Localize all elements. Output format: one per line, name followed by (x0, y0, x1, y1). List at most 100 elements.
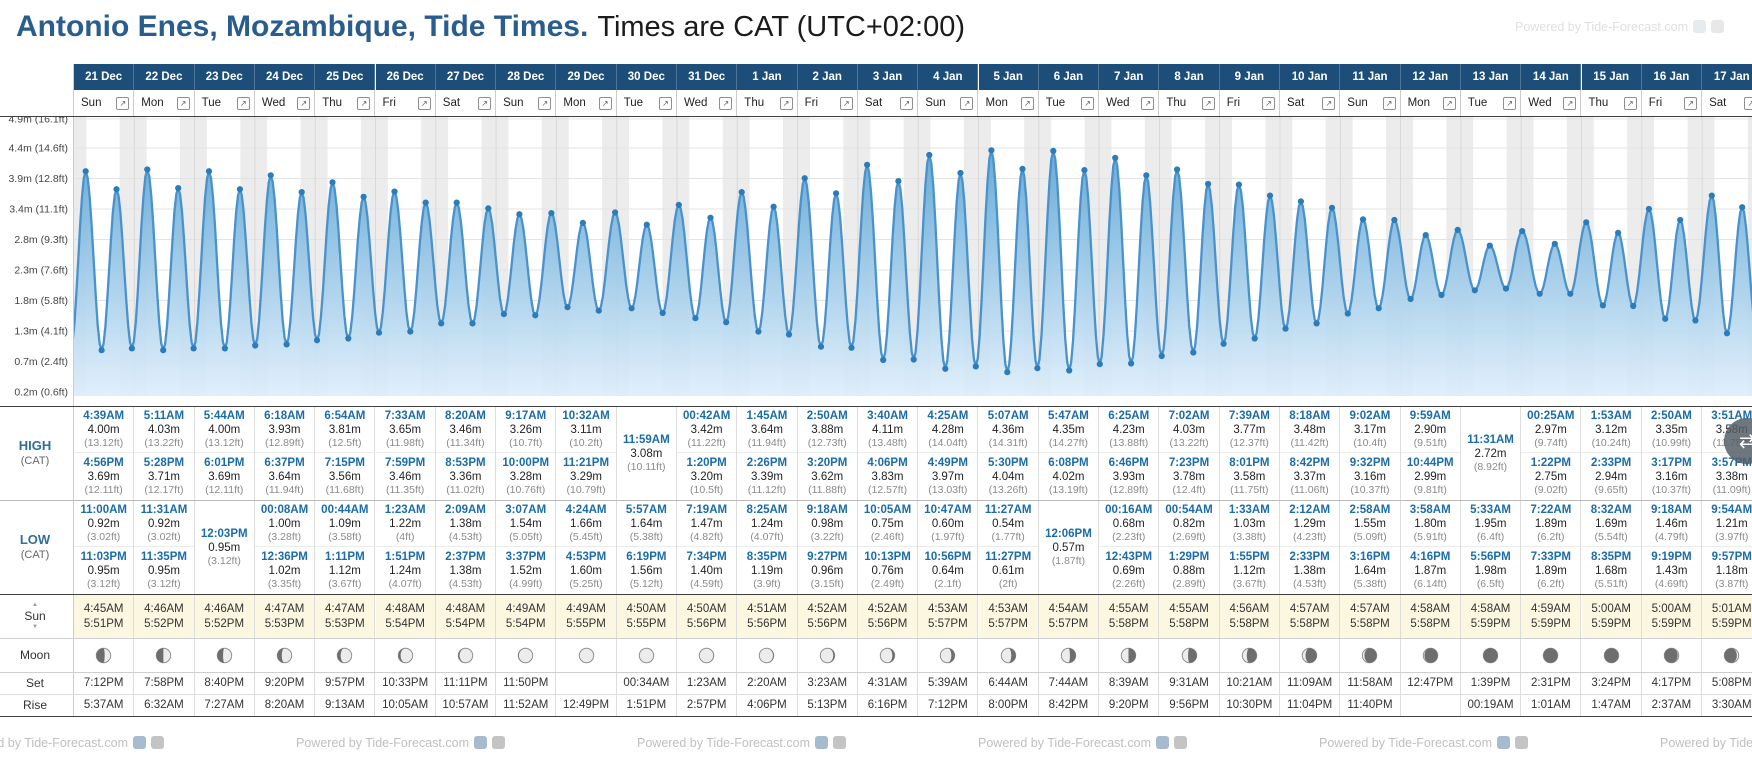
high-row-label: HIGH (CAT) (0, 406, 70, 500)
low-height-m: 0.54m (992, 517, 1025, 530)
sunrise-time: 5:00AM (1651, 602, 1692, 615)
high-time: 6:25AM (1108, 409, 1150, 422)
expand-icon[interactable]: ↗ (1684, 96, 1698, 110)
expand-icon[interactable]: ↗ (839, 96, 853, 110)
high-height-ft: (11.94ft) (265, 484, 304, 496)
low-tide-cell: 9:18AM 0.98m (3.22ft) (797, 500, 857, 547)
high-height-ft: (13.19ft) (1048, 484, 1088, 496)
moon-cell (1099, 638, 1160, 672)
expand-icon[interactable]: ↗ (478, 96, 492, 110)
sunset-time: 5:53PM (325, 617, 365, 630)
high-tide-block: 5:47AM 4.35m (14.27ft) 6:08PM 4.02m (13.19ft) (1038, 406, 1100, 500)
chart-day-band (979, 116, 1039, 406)
moon-phase-icon (95, 647, 112, 663)
sun-times-cell: 4:58AM 5:59PM (1460, 594, 1522, 638)
expand-icon[interactable]: ↗ (719, 96, 733, 110)
expand-icon[interactable]: ↗ (1623, 96, 1637, 110)
expand-icon[interactable]: ↗ (417, 96, 431, 110)
low-tide-cell: 1:55PM 1.12m (3.67ft) (1220, 547, 1279, 594)
watermark-badge-icon (833, 736, 846, 749)
moonset-cell: 5:08PM (1702, 672, 1752, 694)
high-time: 5:28PM (143, 457, 185, 469)
moonrise-cell: 12:49PM (556, 694, 617, 716)
dow-cell: Mon ↗ (1400, 90, 1461, 116)
high-time: 7:02AM (1168, 409, 1210, 422)
expand-icon[interactable]: ↗ (236, 96, 250, 110)
expand-icon[interactable]: ↗ (1744, 96, 1752, 110)
day-column: 4 Jan Sun ↗ 4:25AM 4.28m (14.04ft) 4:49PM 3.97m… (918, 64, 979, 716)
day-column: 23 Dec Tue ↗ 5:44AM 4.00m (13.12ft) 6:01PM 3.69… (194, 64, 255, 716)
watermark-text: Powered by Tide-Forecast.com (978, 736, 1151, 750)
low-time: 12:43PM (1105, 551, 1153, 563)
moon-cell (677, 638, 738, 672)
expand-icon[interactable]: ↗ (1020, 96, 1034, 110)
low-height-ft: (3.15ft) (810, 578, 844, 590)
expand-icon[interactable]: ↗ (1503, 96, 1517, 110)
expand-icon[interactable]: ↗ (1442, 96, 1456, 110)
low-tide-cell: 1:51PM 1.24m (4.07ft) (376, 547, 435, 594)
expand-icon[interactable]: ↗ (960, 96, 974, 110)
sunrise-time: 5:01AM (1711, 602, 1752, 615)
sunset-time: 5:51PM (83, 617, 124, 630)
expand-icon[interactable]: ↗ (1081, 96, 1095, 110)
expand-icon[interactable]: ↗ (538, 96, 552, 110)
expand-icon[interactable]: ↗ (1322, 96, 1336, 110)
expand-icon[interactable]: ↗ (297, 96, 311, 110)
moon-cell (1702, 638, 1752, 672)
high-height-ft: (14.04ft) (928, 436, 968, 449)
low-tide-block: 00:08AM 1.00m (3.28ft) 12:36PM 1.02m (3.35ft) (254, 500, 316, 594)
expand-icon[interactable]: ↗ (1382, 96, 1396, 110)
low-tide-block: 1:33AM 1.03m (3.38ft) 1:55PM 1.12m (3.67ft) (1219, 500, 1280, 594)
low-height-m: 0.95m (147, 565, 180, 577)
expand-icon[interactable]: ↗ (1201, 96, 1215, 110)
expand-icon[interactable]: ↗ (598, 96, 612, 110)
moon-cell (1280, 638, 1341, 672)
date-label: 27 Dec (435, 64, 497, 90)
high-height-ft: (10.2ft) (569, 436, 603, 449)
low-tide-cell: 9:18AM 1.46m (4.79ft) (1641, 500, 1702, 547)
low-height-ft: (2.69ft) (1172, 530, 1206, 543)
high-tide-cell: 5:47AM 4.35m (14.27ft) (1038, 406, 1099, 453)
high-tide-block: 8:20AM 3.46m (11.34ft) 8:53PM 3.36m (11.02ft) (435, 406, 497, 500)
low-height-m: 1.55m (1353, 517, 1386, 530)
moon-cell (797, 638, 858, 672)
watermark-badge-icon (1711, 20, 1724, 33)
sunrise-time: 4:46AM (204, 602, 245, 615)
watermark-badge-icon (492, 736, 505, 749)
low-time: 00:16AM (1105, 503, 1153, 516)
high-tide-cell: 6:01PM 3.69m (12.11ft) (195, 453, 254, 500)
divider-bottom (0, 716, 1752, 717)
low-height-m: 1.38m (449, 565, 482, 577)
low-time: 11:31AM (140, 503, 188, 516)
low-time: 1:11PM (325, 551, 365, 563)
sun-times-cell: 4:50AM 5:56PM (677, 594, 738, 638)
expand-icon[interactable]: ↗ (658, 96, 672, 110)
expand-icon[interactable]: ↗ (900, 96, 914, 110)
low-height-ft: (3.12ft) (207, 554, 241, 567)
sun-times-cell: 4:49AM 5:55PM (556, 594, 617, 638)
expand-icon[interactable]: ↗ (357, 96, 371, 110)
chart-day-band (1521, 116, 1581, 406)
sunrise-time: 4:57AM (1350, 602, 1390, 615)
low-tide-cell: 9:19PM 1.43m (4.69ft) (1642, 547, 1701, 594)
dow-cell: Wed ↗ (254, 90, 316, 116)
dow-label: Mon (563, 97, 586, 109)
high-tide-block: 7:02AM 4.03m (13.22ft) 7:23PM 3.78m (12.4ft) (1159, 406, 1220, 500)
high-height-ft: (14.27ft) (1048, 436, 1088, 449)
moonrise-row-label: Rise (22, 698, 47, 712)
high-height-ft: (10.11ft) (627, 460, 666, 473)
expand-icon[interactable]: ↗ (1563, 96, 1577, 110)
chart-day-band (858, 116, 918, 406)
low-tide-cell: 4:16PM 1.87m (6.14ft) (1401, 547, 1460, 594)
date-label: 29 Dec (556, 64, 617, 90)
expand-icon[interactable]: ↗ (779, 96, 793, 110)
low-height-m: 0.60m (931, 517, 964, 530)
expand-icon[interactable]: ↗ (116, 96, 130, 110)
high-time: 3:17PM (1651, 457, 1692, 469)
expand-icon[interactable]: ↗ (176, 96, 190, 110)
expand-icon[interactable]: ↗ (1261, 96, 1275, 110)
high-time: 1:45AM (746, 409, 788, 422)
low-height-m: 1.54m (509, 517, 542, 530)
expand-icon[interactable]: ↗ (1141, 96, 1155, 110)
high-height-m: 3.39m (750, 471, 783, 483)
